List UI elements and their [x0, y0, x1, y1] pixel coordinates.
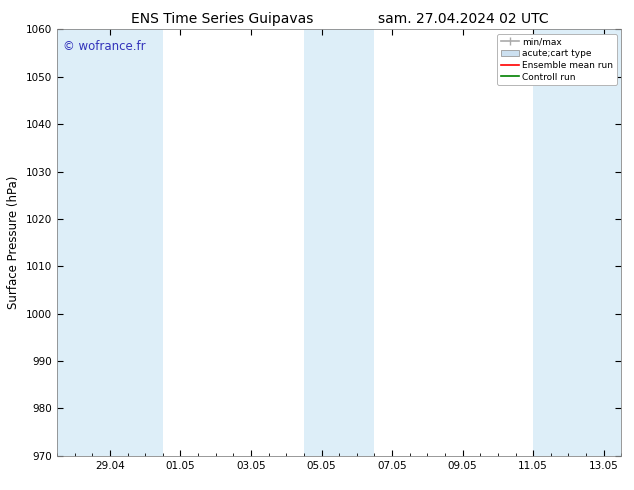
- Legend: min/max, acute;cart type, Ensemble mean run, Controll run: min/max, acute;cart type, Ensemble mean …: [497, 34, 617, 85]
- Bar: [57, 29, 163, 456]
- Y-axis label: Surface Pressure (hPa): Surface Pressure (hPa): [8, 176, 20, 309]
- Text: © wofrance.fr: © wofrance.fr: [63, 40, 145, 53]
- Text: ENS Time Series Guipavas: ENS Time Series Guipavas: [131, 12, 313, 26]
- Text: sam. 27.04.2024 02 UTC: sam. 27.04.2024 02 UTC: [377, 12, 548, 26]
- Bar: [533, 29, 621, 456]
- Bar: [304, 29, 375, 456]
